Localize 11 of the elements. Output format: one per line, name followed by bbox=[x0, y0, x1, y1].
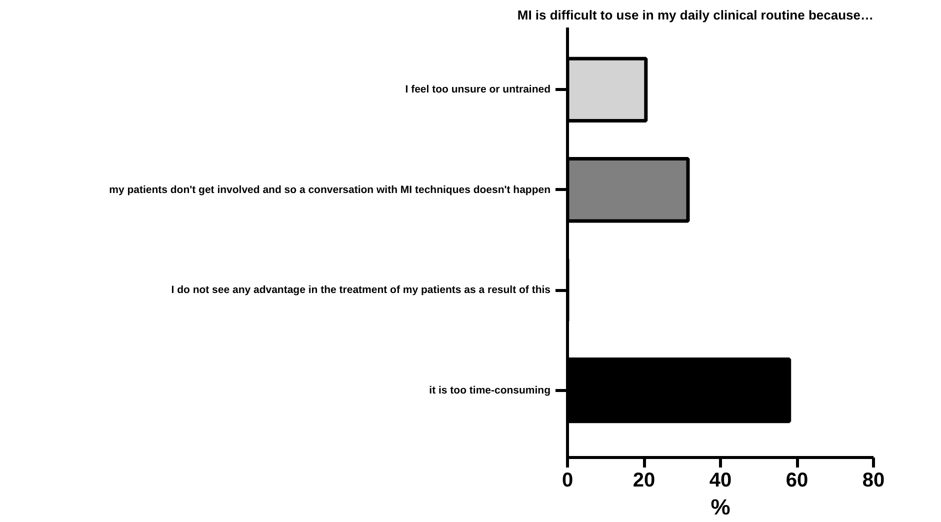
x-tick-label: 0 bbox=[562, 470, 574, 492]
chart-title: MI is difficult to use in my daily clinical routine because… bbox=[517, 8, 874, 22]
y-tick-label: I do not see any advantage in the treatment of my patients as a result of this bbox=[171, 284, 551, 296]
x-tick-label: 20 bbox=[632, 470, 656, 492]
x-tick-label: 40 bbox=[709, 470, 732, 492]
y-tick-label: my patients don't get involved and so a conversation with MI techniques doesn't happen bbox=[109, 184, 551, 196]
x-tick-label: 60 bbox=[786, 470, 808, 492]
y-tick-label: it is too time-consuming bbox=[429, 384, 551, 396]
y-tick-label: I feel too unsure or untrained bbox=[405, 84, 551, 96]
x-axis-title: % bbox=[710, 494, 730, 520]
x-tick-label: 80 bbox=[862, 470, 885, 492]
